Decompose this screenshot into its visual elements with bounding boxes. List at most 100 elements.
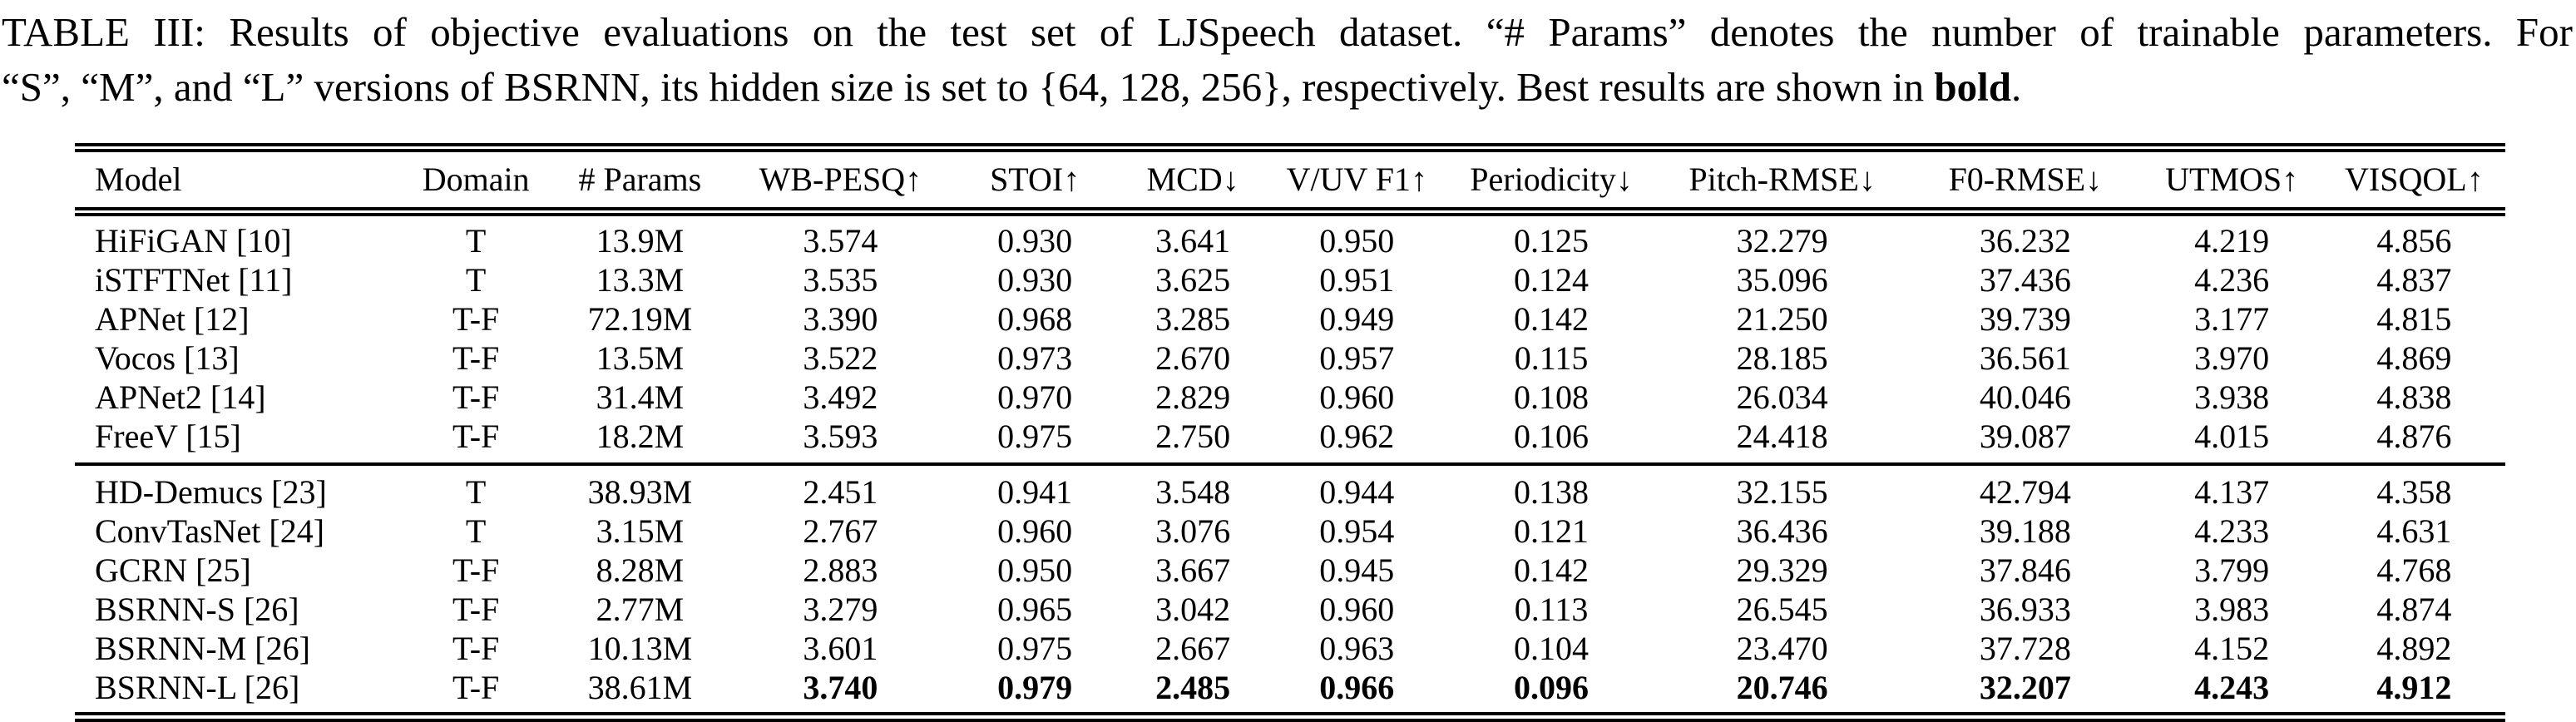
column-header-mcd: MCD↓ [1120, 147, 1266, 216]
metric-cell: 0.945 [1319, 551, 1395, 589]
domain-cell: T [465, 512, 487, 550]
metric-cell: 4.243 [2194, 669, 2270, 706]
table-header: Model Domain # Params WB-PESQ↑ STOI↑ MCD↓ V/UV… [75, 147, 2505, 216]
metric-cell: 4.838 [2376, 378, 2452, 416]
params-cell: 38.61M [587, 669, 693, 706]
metric-cell: 36.436 [1736, 512, 1828, 550]
model-cell: BSRNN-S [26] [95, 591, 299, 628]
metric-cell: 3.177 [2194, 300, 2270, 338]
params-cell: 10.13M [587, 630, 693, 667]
params-cell: 8.28M [596, 551, 685, 589]
metric-cell: 3.390 [803, 300, 878, 338]
model-cell: HD-Demucs [23] [95, 473, 327, 511]
metric-cell: 4.892 [2376, 630, 2452, 667]
metric-cell: 3.279 [803, 591, 878, 628]
caption-line-1: TABLE III: Results of objective evaluati… [2, 9, 2573, 55]
metric-cell: 23.470 [1736, 630, 1828, 667]
params-cell: 38.93M [587, 473, 693, 511]
metric-cell: 3.983 [2194, 591, 2270, 628]
metric-cell: 3.574 [803, 222, 878, 260]
metric-cell: 35.096 [1736, 261, 1828, 299]
metric-cell: 3.522 [803, 339, 878, 377]
model-cell: APNet2 [14] [95, 378, 266, 416]
metric-cell: 36.933 [1979, 591, 2071, 628]
model-cell: HiFiGAN [10] [95, 222, 292, 260]
metric-cell: 37.846 [1979, 551, 2071, 589]
metric-cell: 0.108 [1514, 378, 1590, 416]
column-header-domain: Domain [403, 147, 549, 216]
metric-cell: 0.944 [1319, 473, 1395, 511]
table-row: BSRNN-S [26] T-F 2.77M 3.279 0.965 3.042 0.960… [75, 590, 2505, 629]
domain-cell: T-F [452, 339, 500, 377]
table-row: APNet [12] T-F 72.19M 3.390 0.968 3.285 0.949 0… [75, 299, 2505, 339]
metric-cell: 40.046 [1979, 378, 2071, 416]
model-cell: ConvTasNet [24] [95, 512, 325, 550]
metric-cell: 32.207 [1979, 669, 2071, 706]
metric-cell: 4.815 [2376, 300, 2452, 338]
metric-cell: 32.155 [1736, 473, 1828, 511]
metric-cell: 24.418 [1736, 418, 1828, 455]
metric-cell: 0.115 [1514, 339, 1589, 377]
metric-cell: 4.236 [2194, 261, 2270, 299]
metric-cell: 0.142 [1514, 551, 1590, 589]
params-cell: 13.9M [596, 222, 685, 260]
table-row: HD-Demucs [23] T 38.93M 2.451 0.941 3.548 0.94… [75, 464, 2505, 512]
metric-cell: 4.912 [2376, 669, 2452, 706]
metric-cell: 0.930 [997, 261, 1073, 299]
metric-cell: 3.076 [1155, 512, 1231, 550]
metric-cell: 2.670 [1155, 339, 1231, 377]
metric-cell: 3.492 [803, 378, 878, 416]
table-row: Vocos [13] T-F 13.5M 3.522 0.973 2.670 0.957 0.… [75, 339, 2505, 378]
metric-cell: 0.142 [1514, 300, 1590, 338]
params-cell: 31.4M [596, 378, 685, 416]
table-group-1: HiFiGAN [10] T 13.9M 3.574 0.930 3.641 0.950 0.… [75, 212, 2505, 465]
metric-cell: 39.188 [1979, 512, 2071, 550]
table-row: ConvTasNet [24] T 3.15M 2.767 0.960 3.076 0.95… [75, 512, 2505, 551]
caption-line-2-text: “S”, “M”, and “L” versions of BSRNN, its… [2, 64, 1935, 110]
metric-cell: 0.968 [997, 300, 1073, 338]
table-row: FreeV [15] T-F 18.2M 3.593 0.975 2.750 0.962 0.… [75, 417, 2505, 464]
metric-cell: 0.954 [1319, 512, 1395, 550]
metric-cell: 3.285 [1155, 300, 1231, 338]
domain-cell: T-F [452, 669, 500, 706]
column-header-f0-rmse: F0-RMSE↓ [1910, 147, 2141, 216]
metric-cell: 0.930 [997, 222, 1073, 260]
metric-cell: 3.625 [1155, 261, 1231, 299]
metric-cell: 3.042 [1155, 591, 1231, 628]
metric-cell: 21.250 [1736, 300, 1828, 338]
table-row: APNet2 [14] T-F 31.4M 3.492 0.970 2.829 0.960 0… [75, 378, 2505, 417]
metric-cell: 29.329 [1736, 551, 1828, 589]
metric-cell: 4.837 [2376, 261, 2452, 299]
column-header-visqol: VISQOL↑ [2322, 147, 2505, 216]
column-header-pitch-rmse: Pitch-RMSE↓ [1654, 147, 1911, 216]
metric-cell: 28.185 [1736, 339, 1828, 377]
column-header-stoi: STOI↑ [949, 147, 1120, 216]
params-cell: 2.77M [596, 591, 685, 628]
metric-cell: 42.794 [1979, 473, 2071, 511]
table-row: BSRNN-M [26] T-F 10.13M 3.601 0.975 2.667 0.96… [75, 629, 2505, 668]
metric-cell: 0.950 [1319, 222, 1395, 260]
metric-cell: 2.485 [1155, 669, 1231, 706]
metric-cell: 3.593 [803, 418, 878, 455]
metric-cell: 4.856 [2376, 222, 2452, 260]
metric-cell: 0.960 [1319, 591, 1395, 628]
domain-cell: T [465, 261, 487, 299]
domain-cell: T-F [452, 418, 500, 455]
metric-cell: 2.667 [1155, 630, 1231, 667]
model-cell: iSTFTNet [11] [95, 261, 293, 299]
domain-cell: T-F [452, 300, 500, 338]
column-header-periodicity: Periodicity↓ [1447, 147, 1655, 216]
model-cell: BSRNN-M [26] [95, 630, 310, 667]
params-cell: 13.5M [596, 339, 685, 377]
domain-cell: T-F [452, 378, 500, 416]
column-header-model: Model [75, 147, 403, 216]
metric-cell: 37.728 [1979, 630, 2071, 667]
metric-cell: 0.121 [1514, 512, 1590, 550]
model-cell: APNet [12] [95, 300, 250, 338]
metric-cell: 36.561 [1979, 339, 2071, 377]
caption-period: . [2010, 64, 2022, 110]
caption-line-2: “S”, “M”, and “L” versions of BSRNN, its… [2, 60, 2573, 115]
metric-cell: 0.124 [1514, 261, 1590, 299]
metric-cell: 0.950 [997, 551, 1073, 589]
table-group-2: HD-Demucs [23] T 38.93M 2.451 0.941 3.548 0.94… [75, 464, 2505, 717]
